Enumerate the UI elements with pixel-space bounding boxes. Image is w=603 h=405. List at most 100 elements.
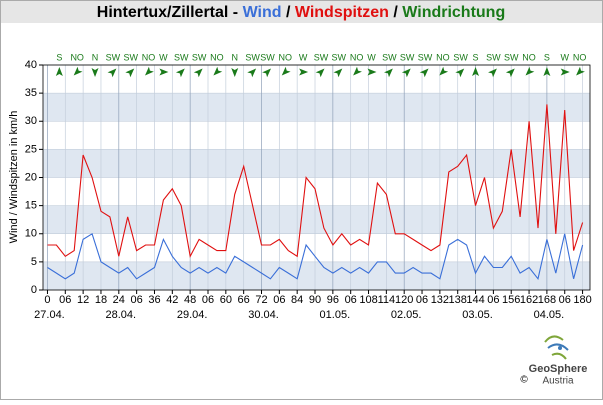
y-tick-label: 20 — [25, 171, 37, 183]
direction-arrow — [384, 68, 393, 78]
x-tick-label: 42 — [166, 294, 178, 306]
x-tick-label: 18 — [95, 294, 107, 306]
band — [43, 93, 590, 122]
direction-arrow — [262, 68, 271, 78]
x-tick-label: 120 — [395, 294, 413, 306]
x-tick-label: 06 — [273, 294, 285, 306]
logo-copyright: © — [520, 375, 528, 386]
direction-label: NO — [70, 52, 84, 62]
direction-arrow — [419, 68, 429, 78]
direction-arrow — [175, 68, 185, 78]
direction-label: SW — [418, 52, 433, 62]
direction-label: SW — [174, 52, 189, 62]
direction-arrow — [576, 66, 585, 76]
title-sep: / — [389, 4, 402, 21]
direction-label: NO — [279, 52, 293, 62]
direction-label: SW — [123, 52, 138, 62]
direction-arrow — [455, 68, 465, 78]
x-tick-label: 06 — [559, 294, 571, 306]
direction-arrow — [91, 68, 99, 77]
direction-label: NO — [210, 52, 224, 62]
date-label: 02.05. — [391, 309, 422, 321]
direction-arrow — [367, 68, 377, 76]
y-tick-label: 40 — [25, 59, 37, 71]
direction-label: W — [560, 52, 569, 62]
direction-label: SW — [504, 52, 519, 62]
direction-label: W — [299, 52, 308, 62]
direction-arrow — [125, 68, 135, 78]
direction-arrow — [55, 67, 63, 76]
y-tick-label: 35 — [25, 87, 37, 99]
series-line — [47, 104, 584, 258]
x-tick-label: 144 — [466, 294, 484, 306]
direction-label: SW — [332, 52, 347, 62]
direction-label: NO — [522, 52, 536, 62]
title-band — [1, 1, 602, 23]
x-tick-label: 168 — [538, 294, 556, 306]
y-axis-label: Wind / Windspitzen in km/h — [8, 111, 20, 244]
y-tick-label: 25 — [25, 143, 37, 155]
logo-name: GeoSphere — [529, 363, 588, 375]
date-label: 27.04. — [34, 309, 65, 321]
title-place: Hintertux/Zillertal — [97, 4, 229, 21]
date-label: 03.05. — [462, 309, 493, 321]
plot-border — [42, 64, 591, 291]
logo-icon — [544, 335, 569, 360]
direction-arrow — [353, 66, 362, 76]
x-tick-label: 06 — [487, 294, 499, 306]
direction-label: SW — [400, 52, 415, 62]
legend-gust: Windspitzen — [295, 4, 389, 21]
x-tick-label: 156 — [502, 294, 520, 306]
direction-label: W — [367, 52, 376, 62]
direction-arrow — [231, 68, 239, 77]
x-tick-label: 06 — [202, 294, 214, 306]
direction-label: W — [159, 52, 168, 62]
direction-label: S — [544, 52, 550, 62]
x-tick-label: 72 — [255, 294, 267, 306]
x-tick-label: 06 — [416, 294, 428, 306]
direction-label: SW — [314, 52, 329, 62]
direction-arrow — [144, 66, 154, 76]
x-tick-label: 138 — [449, 294, 467, 306]
direction-label: SW — [192, 52, 207, 62]
date-label: 30.04. — [248, 309, 279, 321]
direction-label: SW — [453, 52, 468, 62]
band — [43, 205, 590, 234]
x-tick-label: 60 — [220, 294, 232, 306]
y-tick-label: 30 — [25, 115, 37, 127]
direction-arrow — [281, 66, 291, 76]
x-tick-label: 66 — [238, 294, 250, 306]
band — [43, 261, 590, 290]
x-tick-label: 96 — [327, 294, 339, 306]
x-tick-label: 48 — [184, 294, 196, 306]
y-tick-label: 0 — [31, 284, 37, 296]
direction-arrow — [73, 66, 83, 76]
chart-title: Hintertux/Zillertal - Wind / Windspitzen… — [97, 4, 505, 21]
x-tick-label: 06 — [131, 294, 143, 306]
series-line — [47, 232, 584, 281]
direction-label: SW — [106, 52, 121, 62]
direction-arrow — [315, 68, 325, 78]
date-label: 28.04. — [106, 309, 137, 321]
direction-arrow — [159, 68, 169, 76]
x-tick-label: 132 — [431, 294, 449, 306]
x-tick-label: 180 — [573, 294, 591, 306]
date-label: 29.04. — [177, 309, 208, 321]
x-tick-label: 84 — [291, 294, 303, 306]
x-tick-label: 90 — [309, 294, 321, 306]
direction-label: N — [231, 52, 238, 62]
direction-arrow — [107, 68, 117, 78]
direction-label: NO — [573, 52, 587, 62]
direction-arrow — [247, 68, 257, 78]
x-tick-label: 12 — [77, 294, 89, 306]
direction-arrow — [299, 68, 309, 76]
direction-arrow — [439, 66, 449, 76]
direction-label: SW — [486, 52, 501, 62]
direction-arrow — [401, 68, 411, 78]
title-sep: / — [282, 4, 295, 21]
direction-arrow — [525, 66, 535, 76]
x-tick-label: 24 — [113, 294, 125, 306]
x-tick-label: 06 — [59, 294, 71, 306]
date-label: 01.05. — [320, 309, 351, 321]
